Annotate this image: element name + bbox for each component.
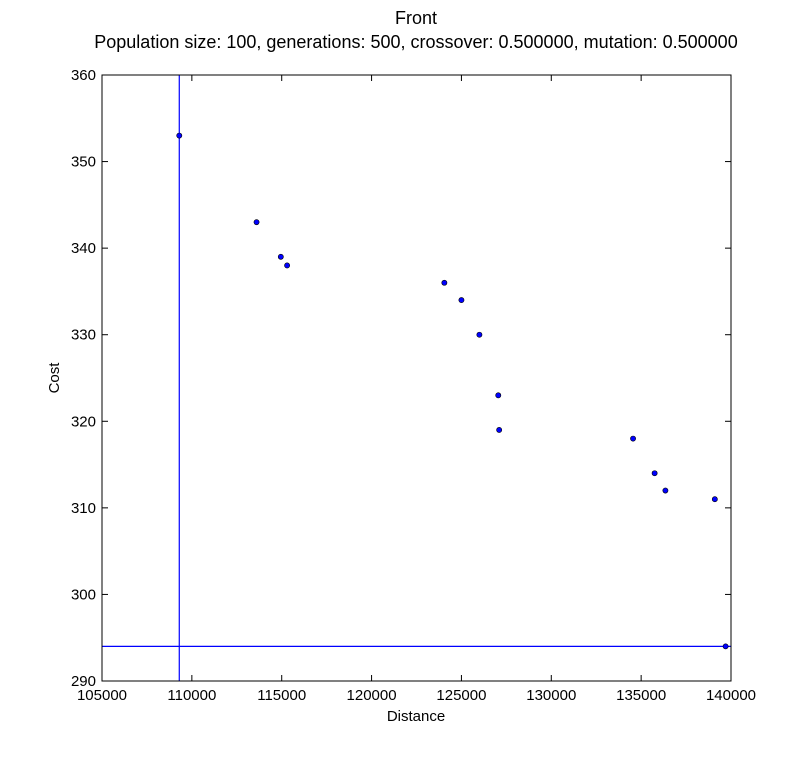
chart-subtitle: Population size: 100, generations: 500, … [94, 32, 737, 52]
y-tick-label: 340 [71, 240, 96, 257]
data-points [176, 132, 729, 650]
reference-lines [102, 75, 731, 681]
y-tick-label: 330 [71, 327, 96, 344]
scatter-point [496, 427, 503, 433]
scatter-point [253, 219, 260, 226]
y-tick-label: 310 [71, 500, 96, 517]
scatter-point [441, 279, 448, 286]
x-tick-label: 130000 [526, 687, 576, 704]
scatter-point [630, 435, 636, 442]
y-axis-ticks: 290 300 310 320 330 340 350 360 [71, 67, 731, 690]
x-tick-label: 120000 [347, 687, 397, 704]
x-tick-label: 125000 [436, 687, 486, 704]
scatter-point [284, 262, 291, 269]
x-tick-label: 140000 [706, 687, 756, 704]
x-tick-label: 105000 [77, 687, 127, 704]
x-tick-label: 135000 [616, 687, 666, 704]
y-tick-label: 360 [71, 67, 96, 84]
plot-area-frame [101, 74, 732, 682]
y-tick-label: 290 [71, 673, 96, 690]
scatter-point [651, 470, 658, 477]
scatter-point [722, 643, 729, 650]
x-tick-label: 115000 [257, 687, 306, 704]
y-tick-label: 320 [71, 413, 96, 430]
y-tick-label: 300 [71, 586, 96, 603]
chart-title: Front [395, 8, 437, 28]
scatter-point [277, 253, 284, 260]
scatter-point [476, 331, 483, 338]
y-axis-label: Cost [46, 362, 63, 394]
x-axis-ticks: 105000 110000 115000 120000 125000 130000 1350… [77, 75, 756, 704]
x-tick-label: 110000 [167, 687, 216, 704]
scatter-point [711, 496, 718, 503]
y-tick-label: 350 [71, 154, 96, 171]
x-axis-label: Distance [387, 708, 445, 725]
scatter-point [662, 487, 669, 494]
scatter-point [495, 392, 502, 399]
scatter-point [458, 297, 465, 303]
scatter-point [176, 132, 183, 139]
